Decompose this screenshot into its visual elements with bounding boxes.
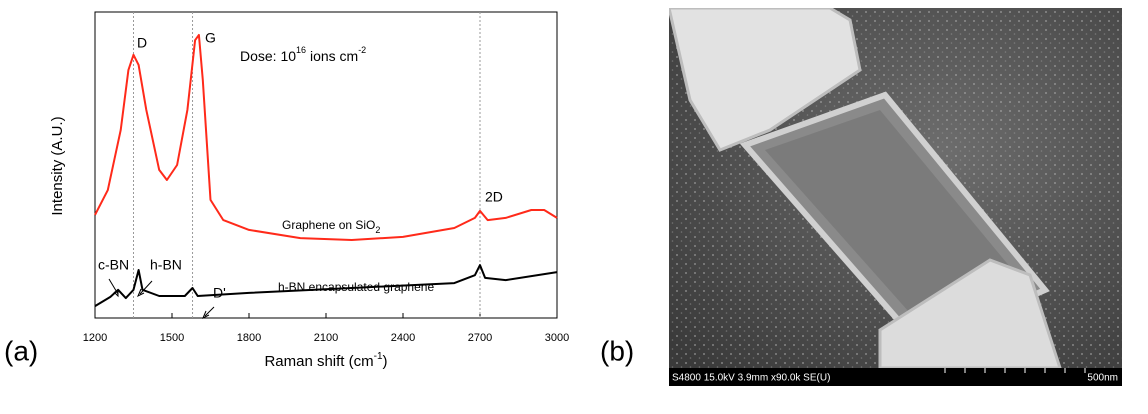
panel-label: (a) — [4, 335, 38, 366]
x-tick-label: 3000 — [545, 332, 569, 344]
text-part: Raman shift (cm — [264, 353, 373, 370]
x-tick-label: 1500 — [160, 332, 184, 344]
x-tick-label: 2400 — [391, 332, 415, 344]
peak-label: D — [137, 35, 147, 51]
x-tick-label: 2700 — [468, 332, 492, 344]
series-label: Graphene on SiO2 — [282, 218, 380, 235]
scale-label: 500nm — [1087, 373, 1118, 384]
series-line — [95, 35, 557, 240]
peak-label: 2D — [485, 189, 503, 205]
dose-note: Dose: 1016 ions cm-2 — [240, 45, 366, 63]
panel-label: (b) — [600, 335, 634, 366]
peak-label: c-BN — [98, 257, 129, 273]
x-axis-label: Raman shift (cm-1) — [264, 351, 387, 370]
peak-label: h-BN — [150, 257, 182, 273]
text-part: Dose: 10 — [240, 48, 296, 64]
info-text: S4800 15.0kV 3.9mm x90.0k SE(U) — [672, 373, 830, 384]
arrows — [109, 279, 214, 318]
text-part: ) — [383, 353, 388, 370]
x-tick-label: 1800 — [237, 332, 261, 344]
x-tick-label: 2100 — [314, 332, 338, 344]
peak-label: D' — [213, 285, 226, 301]
text-part: Graphene on SiO — [282, 218, 375, 232]
sem-image — [669, 8, 1122, 368]
y-axis-label: Intensity (A.U.) — [49, 116, 66, 215]
x-tick-label: 1200 — [83, 332, 107, 344]
superscript: -2 — [358, 45, 366, 55]
text-part: ions cm — [306, 48, 358, 64]
series-label: h-BN encapsulated graphene — [278, 280, 434, 294]
subscript: 2 — [375, 225, 380, 235]
figure: 1200 1500 1800 2100 2400 2700 3000 D G 2D c-BN… — [0, 0, 1148, 414]
superscript: 16 — [296, 45, 306, 55]
peak-label: G — [205, 30, 216, 46]
